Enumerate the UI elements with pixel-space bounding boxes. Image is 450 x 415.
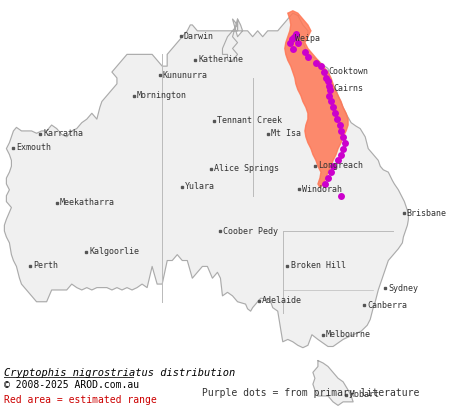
Text: Exmouth: Exmouth — [16, 143, 51, 152]
Text: Coober Pedy: Coober Pedy — [223, 227, 278, 236]
Text: Brisbane: Brisbane — [407, 208, 447, 217]
Text: Hobart: Hobart — [349, 390, 379, 399]
Text: © 2008-2025 AROD.com.au: © 2008-2025 AROD.com.au — [4, 380, 140, 390]
Polygon shape — [313, 361, 353, 405]
Text: Red area = estimated range: Red area = estimated range — [4, 395, 157, 405]
Text: Cairns: Cairns — [334, 84, 364, 93]
Text: Purple dots = from primary literature: Purple dots = from primary literature — [202, 388, 420, 398]
Text: Cooktown: Cooktown — [328, 67, 369, 76]
Text: Yulara: Yulara — [185, 182, 215, 191]
Text: Adelaide: Adelaide — [261, 296, 302, 305]
Text: Longreach: Longreach — [319, 161, 364, 170]
Text: Weipa: Weipa — [295, 34, 320, 43]
Text: Sydney: Sydney — [388, 284, 419, 293]
Text: Alice Springs: Alice Springs — [214, 164, 279, 173]
Polygon shape — [285, 11, 348, 188]
Text: __________________________: __________________________ — [4, 369, 135, 378]
Text: Perth: Perth — [33, 261, 58, 270]
Polygon shape — [4, 13, 409, 348]
Text: Kalgoorlie: Kalgoorlie — [89, 247, 140, 256]
Text: Tennant Creek: Tennant Creek — [217, 117, 282, 125]
Text: Windorah: Windorah — [302, 185, 342, 193]
Text: Katherine: Katherine — [198, 56, 243, 64]
Text: Darwin: Darwin — [184, 32, 214, 41]
Text: Kununurra: Kununurra — [162, 71, 207, 80]
Text: Karratha: Karratha — [43, 129, 83, 138]
Text: Cryptophis nigrostriatus distribution: Cryptophis nigrostriatus distribution — [4, 368, 236, 378]
Text: Broken Hill: Broken Hill — [291, 261, 346, 270]
Text: Meekatharra: Meekatharra — [59, 198, 115, 207]
Text: Mt Isa: Mt Isa — [270, 129, 301, 138]
Text: Mornington: Mornington — [136, 91, 187, 100]
Text: Canberra: Canberra — [368, 300, 408, 310]
Text: Melbourne: Melbourne — [326, 330, 371, 339]
